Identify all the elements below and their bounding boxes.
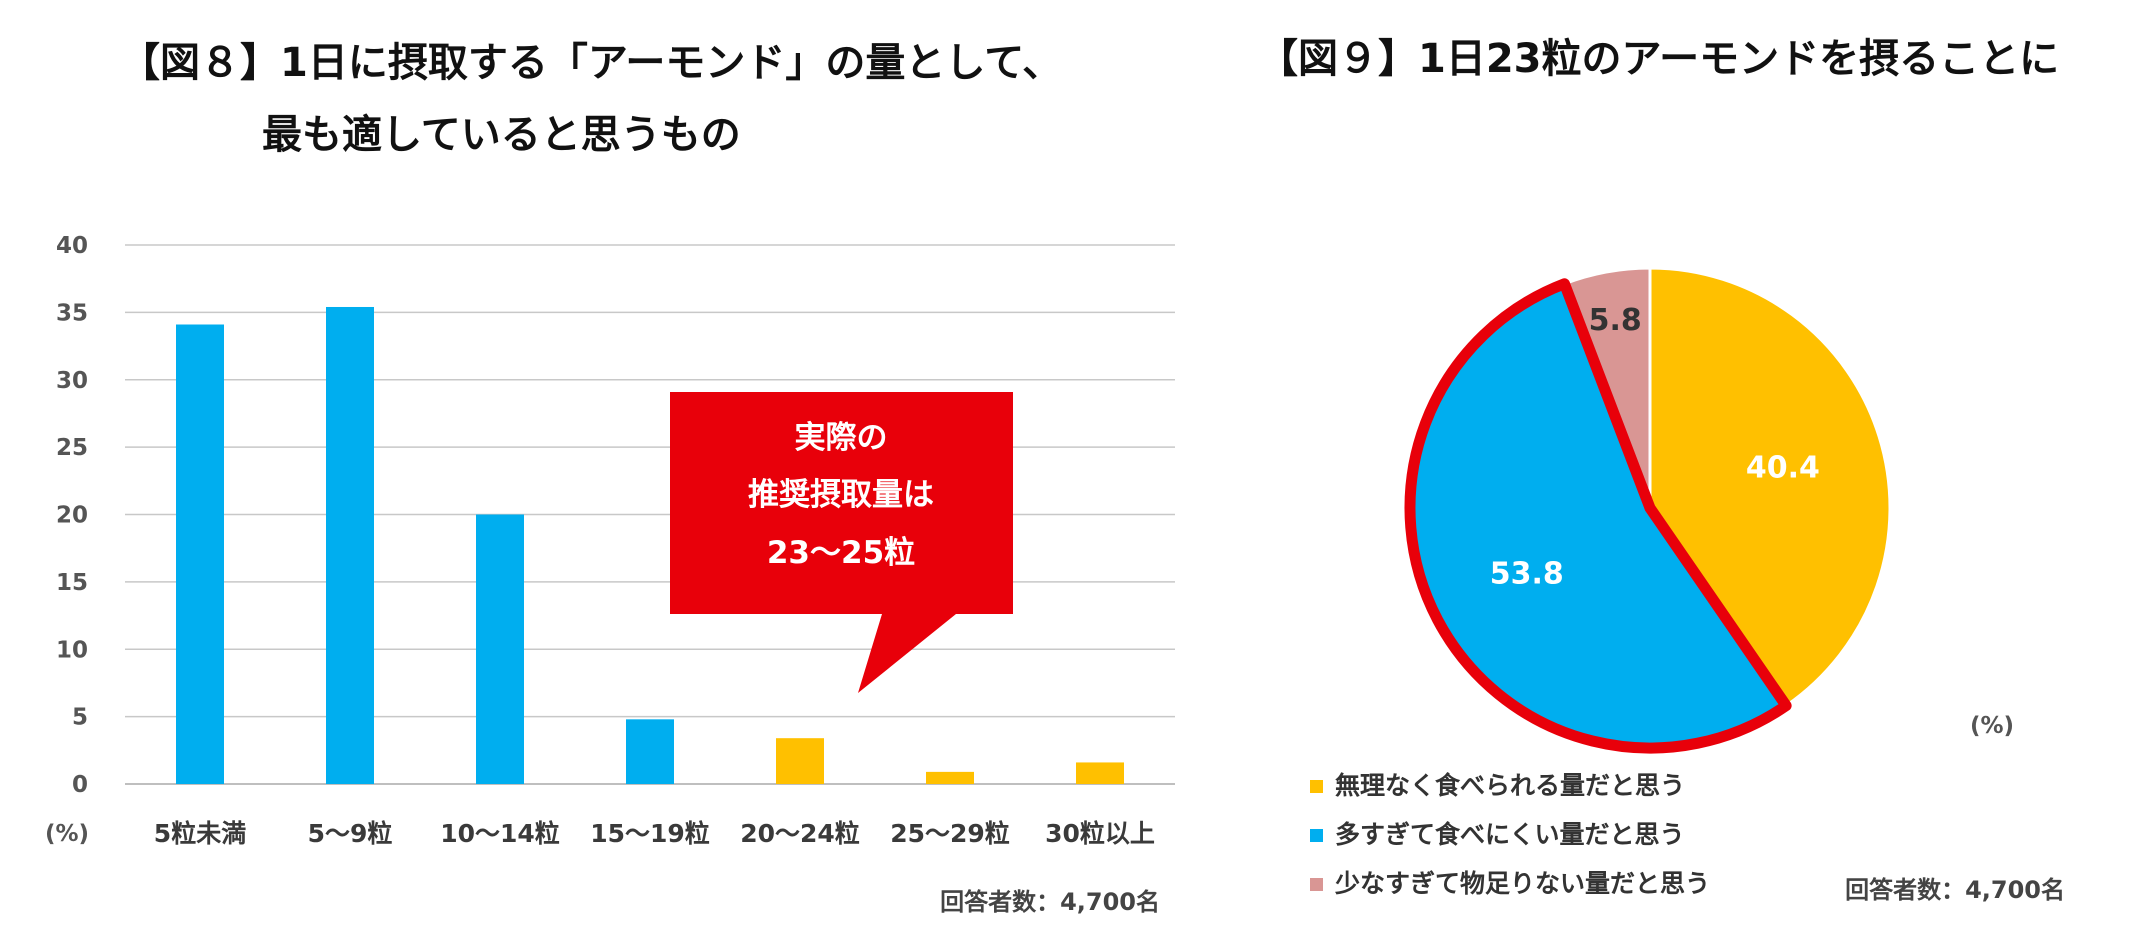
y-tick-label: 20 [56,503,88,529]
bar-chart-x-axis: 5粒未満 5～9粒 10～14粒 15～19粒 20～24粒 25～29粒 30粒以上 [154,819,1155,848]
callout-line2: 推奨摂取量は [748,477,934,513]
x-category-label: 5粒未満 [154,819,246,848]
bar [476,514,524,784]
y-tick-label: 15 [56,570,88,596]
y-tick-label: 35 [56,300,88,326]
legend-label: 少なすぎて物足りない量だと思う [1334,869,1710,898]
y-tick-label: 10 [56,637,88,663]
bar [176,324,224,784]
y-tick-label: 30 [56,368,88,394]
bar [776,738,824,784]
x-category-label: 5～9粒 [308,819,393,848]
fig8-title-line2: 最も適していると思うもの [262,112,741,158]
x-category-label: 15～19粒 [590,819,710,848]
bar-chart-bars [176,306,1124,784]
y-tick-label: 5 [72,705,88,731]
y-tick-label: 40 [56,233,88,259]
fig9-title: 【図９】1日23粒のアーモンドを摂ることに [1258,36,2059,82]
fig8-respondents: 回答者数：4,700名 [940,888,1160,916]
pie-slice-label: 53.8 [1490,557,1564,592]
legend-swatch [1310,780,1323,793]
legend-label: 無理なく食べられる量だと思う [1335,771,1685,800]
pie-chart-labels: 40.4 53.8 5.8 [1490,303,1820,592]
fig8-title-line1: 【図８】1日に摂取する「アーモンド」の量として、 [120,40,1062,86]
bar-chart-gridlines [125,244,1175,785]
bar [926,771,974,784]
pie-chart-legend: 無理なく食べられる量だと思う多すぎて食べにくい量だと思う少なすぎて物足りない量だ… [1310,771,1710,898]
bar [1076,762,1124,784]
highlight-outline [1404,278,1792,754]
pie-slice [1648,266,1892,708]
bar-chart-y-axis: 0 5 10 15 20 25 30 35 40 [56,233,88,798]
callout-line1: 実際の [795,420,888,456]
fig9-respondents: 回答者数：4,700名 [1845,876,2065,904]
pie-slice-label: 40.4 [1746,451,1820,486]
callout-line3: 23～25粒 [767,535,915,571]
fig8-percent-label: (%) [45,821,89,847]
x-category-label: 20～24粒 [740,819,860,848]
bar [326,306,374,784]
x-category-label: 30粒以上 [1045,819,1155,848]
y-tick-label: 25 [56,435,88,461]
bar [626,719,674,784]
pie-slice-label: 5.8 [1589,303,1642,338]
legend-swatch [1310,878,1323,891]
fig9-percent-label: (%) [1970,713,2014,739]
legend-label: 多すぎて食べにくい量だと思う [1335,820,1685,849]
recommended-intake-callout: 実際の 推奨摂取量は 23～25粒 [670,392,1013,693]
x-category-label: 25～29粒 [890,819,1010,848]
y-tick-label: 0 [72,772,88,798]
legend-swatch [1310,829,1323,842]
x-category-label: 10～14粒 [440,819,560,848]
pie-chart [1404,266,1892,754]
